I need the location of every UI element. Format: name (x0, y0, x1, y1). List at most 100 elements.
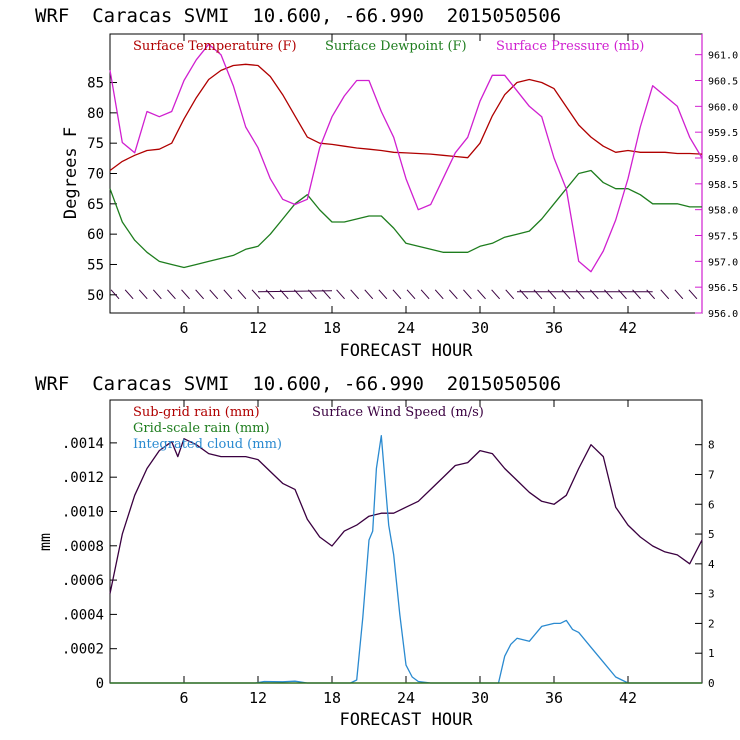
chart-1-wind-barbs (110, 289, 698, 300)
chart-2-xlabel: FORECAST HOUR (339, 710, 473, 730)
wind-barb (195, 289, 204, 300)
wind-barb (181, 289, 190, 300)
chart-2-series (109, 435, 703, 684)
y2-tick-label: 961.0 (708, 51, 738, 62)
wind-barb (618, 289, 627, 300)
y2-tick-label: 8 (708, 439, 715, 452)
legend-entry-1: Sub-grid rain (mm) (133, 405, 260, 420)
y-tick-label: 70 (87, 167, 104, 183)
chart-2-ylabel: mm (36, 533, 54, 551)
wind-barb (463, 289, 472, 300)
chart-1-ticks: 6 12 18 24 30 36 42 50 55 60 65 70 75 80 85 956.0 956.5 9… (87, 34, 738, 337)
wind-barb (138, 289, 148, 300)
x-tick-label: 12 (249, 689, 267, 707)
y-tick-label: .0004 (62, 607, 104, 623)
series-line-3 (109, 43, 703, 273)
wind-barb (167, 289, 176, 300)
series-line-2 (109, 169, 702, 269)
x-tick-label: 18 (323, 689, 341, 707)
wind-barb (533, 289, 543, 300)
y-tick-label: 60 (87, 227, 104, 243)
legend-entry-3: Grid-scale rain (mm) (133, 421, 270, 436)
y2-tick-label: 956.5 (708, 283, 738, 294)
wind-barb (646, 289, 656, 300)
wind-barb (350, 289, 360, 300)
y-tick-label: .0008 (62, 539, 104, 555)
y2-tick-label: 959.0 (708, 154, 738, 165)
x-tick-label: 36 (545, 689, 563, 707)
wind-barb (251, 289, 261, 300)
x-tick-label: 6 (179, 319, 188, 337)
y-tick-label: .0006 (62, 573, 104, 589)
wind-barb (434, 289, 444, 300)
y2-tick-label: 960.0 (708, 102, 738, 113)
wind-barb (364, 289, 374, 300)
wind-barb (632, 289, 641, 300)
y-tick-label: 65 (87, 197, 104, 213)
x-tick-label: 12 (249, 319, 267, 337)
wind-barb (110, 289, 120, 300)
wind-barb (477, 289, 486, 300)
chart-1-ylabel: Degrees F (61, 127, 81, 219)
y2-tick-label: 5 (708, 528, 715, 541)
y-tick-label: 50 (87, 288, 104, 304)
wind-barb (674, 289, 684, 300)
legend-entry-4: Integrated cloud (mm) (133, 437, 282, 452)
wind-barb (237, 289, 247, 300)
x-tick-label: 6 (179, 689, 188, 707)
x-tick-label: 36 (545, 319, 563, 337)
y-tick-label: .0012 (62, 470, 104, 486)
wind-barb (660, 289, 670, 300)
wind-barb (688, 289, 698, 300)
wind-barb (209, 289, 219, 300)
wind-barb (589, 289, 599, 300)
y2-tick-label: 956.0 (708, 309, 738, 320)
wind-barb (336, 289, 345, 300)
y2-tick-label: 6 (708, 498, 715, 511)
y2-tick-label: 1 (708, 647, 715, 660)
wind-barb (448, 289, 458, 300)
series-line-1 (109, 63, 703, 172)
chart-1-xlabel: FORECAST HOUR (339, 341, 473, 361)
y-tick-label: 85 (87, 76, 104, 92)
wind-barb (575, 289, 585, 300)
x-tick-label: 42 (619, 319, 637, 337)
wind-barb (420, 289, 430, 300)
chart-1-title: WRF Caracas SVMI 10.600, -66.990 2015050… (35, 5, 561, 27)
y-tick-label: 0 (96, 676, 104, 692)
series-line-2 (110, 435, 702, 684)
chart-2-legend: Sub-grid rain (mm) Surface Wind Speed (m/… (133, 405, 484, 452)
y2-tick-label: 958.5 (708, 180, 738, 191)
legend-entry-1: Surface Temperature (F) (133, 39, 297, 54)
y2-tick-label: 7 (708, 468, 715, 481)
y2-tick-label: 0 (708, 677, 715, 690)
x-tick-label: 42 (619, 689, 637, 707)
wind-barb (406, 289, 416, 300)
wind-barb (378, 289, 388, 300)
x-tick-label: 24 (397, 319, 415, 337)
y2-tick-label: 957.0 (708, 257, 738, 268)
y-tick-label: .0002 (62, 642, 104, 658)
wind-barb (519, 289, 529, 300)
legend-entry-2: Surface Wind Speed (m/s) (312, 405, 484, 420)
wind-barb (223, 289, 233, 300)
y-tick-label: .0014 (62, 436, 104, 452)
legend-entry-2: Surface Dewpoint (F) (325, 39, 467, 54)
wind-barb (124, 289, 134, 300)
wind-barb (392, 289, 402, 300)
x-tick-label: 24 (397, 689, 415, 707)
chart-1-plot-frame (109, 33, 703, 314)
series-line-1 (109, 438, 703, 594)
chart-1-series (109, 43, 703, 273)
chart-1-legend: Surface Temperature (F) Surface Dewpoint … (133, 39, 644, 54)
wind-barb-stem (257, 290, 333, 293)
y-tick-label: 55 (87, 257, 104, 273)
chart-2-ticks: 6 12 18 24 30 36 420.0002.0004.0006.0008.0010.… (62, 400, 715, 707)
y2-tick-label: 959.5 (708, 128, 738, 139)
y-tick-label: 80 (87, 106, 104, 122)
chart-temperature: WRF Caracas SVMI 10.600, -66.990 2015050… (35, 5, 738, 361)
x-tick-label: 30 (471, 689, 489, 707)
y2-tick-label: 958.0 (708, 206, 738, 217)
chart-2-title: WRF Caracas SVMI 10.600, -66.990 2015050… (35, 373, 561, 395)
wind-barb (505, 289, 515, 300)
